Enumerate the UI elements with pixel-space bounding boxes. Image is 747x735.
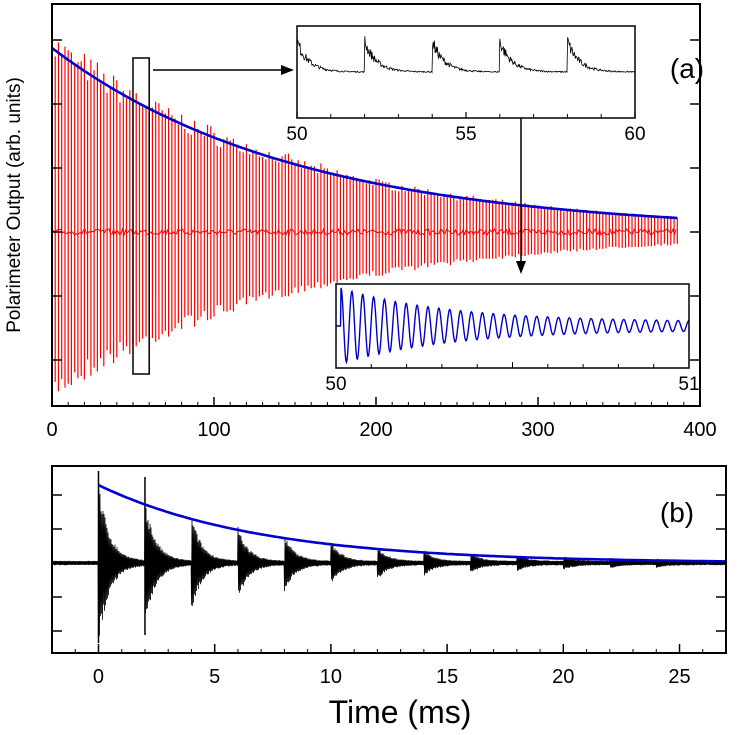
x-tick-label: 15	[436, 666, 458, 688]
inset-50-51: 50 51	[325, 283, 700, 395]
inset-1-data	[297, 36, 635, 74]
envelope-fit-line	[52, 46, 678, 220]
arrow-head-1	[281, 65, 294, 75]
zoom-window-box	[132, 57, 150, 375]
inset-1-tick-label: 60	[624, 124, 645, 145]
inset-2-signal	[336, 287, 689, 365]
panel-a-y-axis-label: Polarimeter Output (arb. units)	[4, 77, 25, 333]
x-tick-label: 5	[209, 666, 220, 688]
panel-b-data	[52, 471, 726, 643]
x-tick-label: 20	[552, 666, 574, 688]
panel-a-label: (a)	[670, 53, 704, 84]
zoom-arrows	[153, 65, 526, 274]
panel-b-envelope-fit	[97, 483, 726, 563]
inset-2-tick-label: 51	[678, 374, 699, 395]
x-tick-label: 25	[668, 666, 690, 688]
panel-b-frame	[51, 465, 727, 654]
x-tick-label: 400	[683, 419, 716, 441]
panel-b-ticks: 0 5 10 15 20 25	[52, 494, 726, 688]
x-tick-label: 10	[320, 666, 342, 688]
arrow-head-2	[516, 261, 526, 274]
panel-b-signal	[52, 489, 726, 639]
x-tick-label: 300	[521, 419, 554, 441]
x-tick-label: 0	[46, 419, 57, 441]
inset-1-tick-label: 55	[455, 124, 476, 145]
x-tick-label: 100	[197, 419, 230, 441]
panel-a-data	[52, 42, 678, 392]
panel-a: 0 100 200 300 400 Polarimeter Output (arb. u…	[4, 3, 717, 441]
inset-2-data	[336, 287, 689, 365]
signal-baseline	[52, 227, 677, 237]
inset-1-ticks: 50 55 60	[286, 112, 646, 145]
inset-50-60: 50 55 60	[286, 25, 646, 145]
inset-1-signal	[297, 36, 635, 74]
x-tick-label: 0	[93, 666, 104, 688]
panel-b-label: (b)	[660, 497, 694, 528]
panel-a-ticks: 0 100 200 300 400	[46, 39, 717, 441]
panel-b: 0 5 10 15 20 25 (b) Time (ms)	[51, 465, 727, 730]
inset-2-ticks: 50 51	[325, 362, 700, 395]
x-tick-label: 200	[359, 419, 392, 441]
x-axis-label: Time (ms)	[329, 694, 472, 730]
inset-1-tick-label: 50	[286, 124, 307, 145]
inset-2-tick-label: 50	[325, 374, 346, 395]
